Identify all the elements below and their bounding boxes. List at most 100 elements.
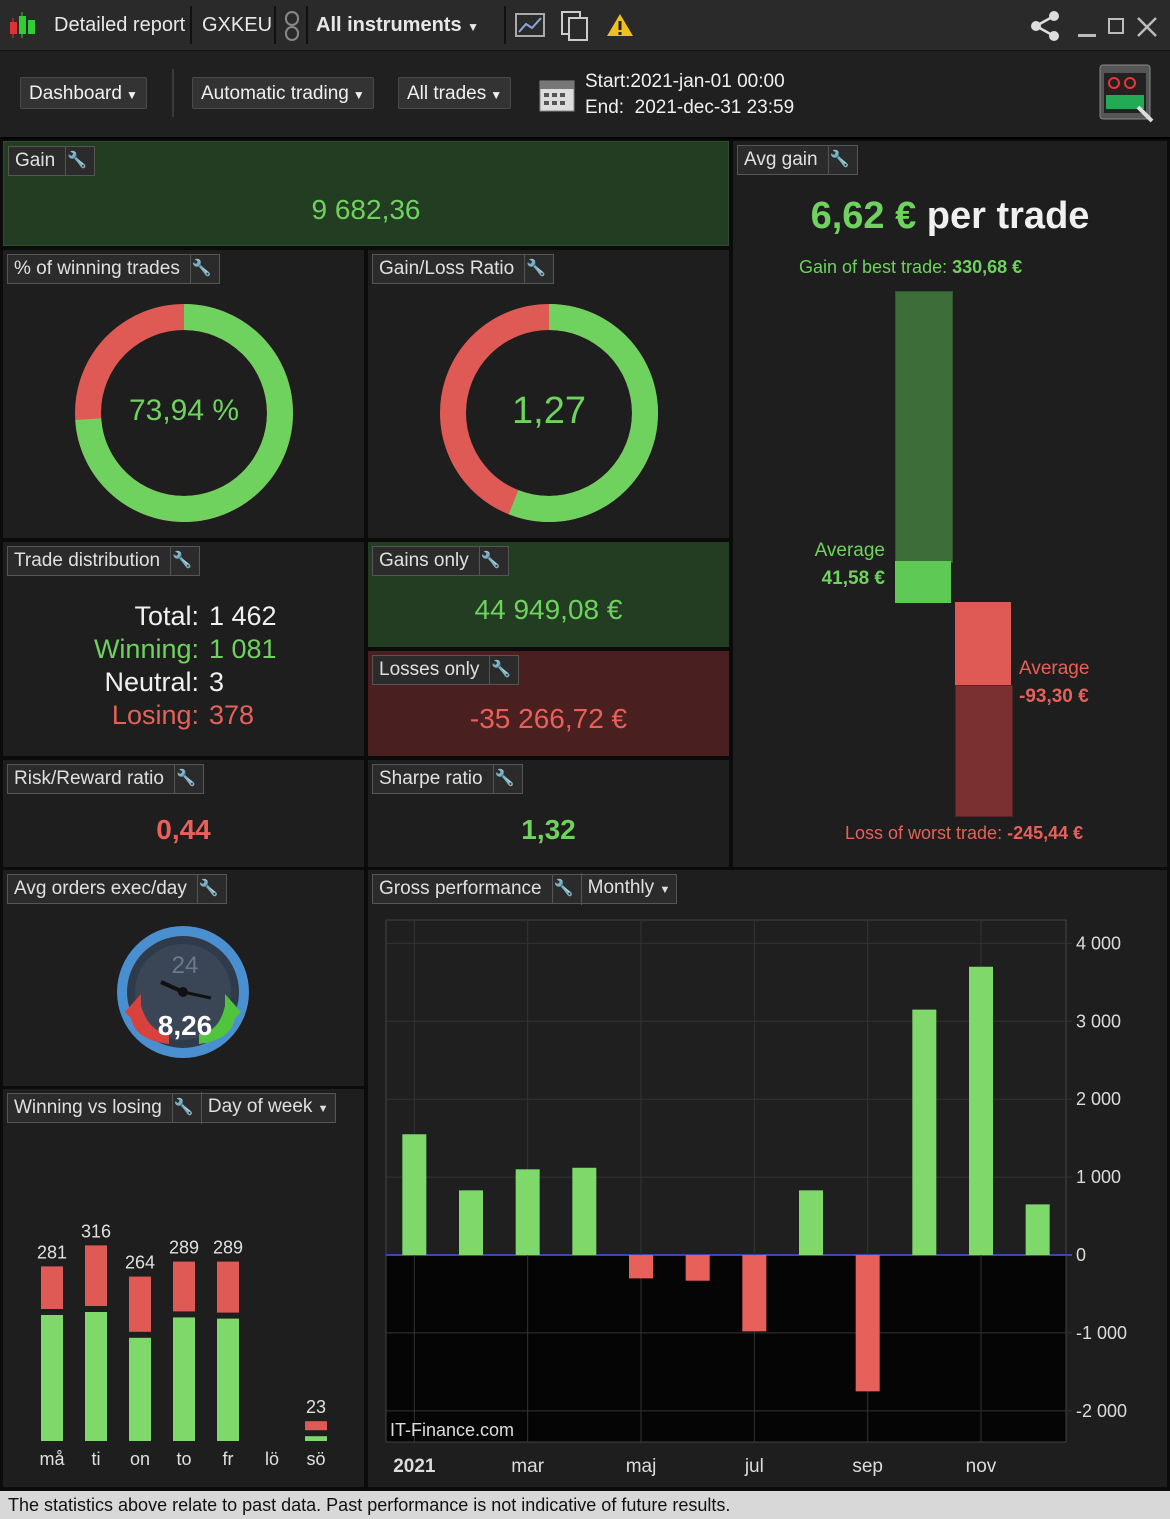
settings-report-icon[interactable]: [1098, 63, 1156, 125]
link-icon[interactable]: [284, 10, 300, 42]
instruments-dropdown[interactable]: All instruments ▼: [316, 14, 480, 36]
trades-filter-dropdown[interactable]: All trades ▼: [398, 77, 512, 109]
avg-gain-value: 6,62 € per trade: [810, 195, 1090, 237]
avg-gain-bar: [895, 561, 951, 603]
worst-trade-bar: [955, 685, 1013, 817]
win-bar-må: [41, 1315, 63, 1441]
day-label-lö: lö: [265, 1449, 279, 1469]
x-tick-label: maj: [626, 1456, 657, 1477]
win-bar-on: [129, 1337, 151, 1441]
gain-title: Gain 🔧: [8, 146, 96, 176]
lose-bar-to: [173, 1261, 195, 1312]
avg-gain-label: Average 41,58 €: [814, 540, 885, 589]
trading-mode-dropdown[interactable]: Automatic trading ▼: [192, 77, 374, 109]
separator: [190, 6, 192, 44]
wrench-icon[interactable]: 🔧: [196, 875, 220, 903]
wrench-icon[interactable]: 🔧: [524, 255, 547, 283]
sharpe-panel: Sharpe ratio 🔧 1,32: [368, 760, 729, 867]
gain-loss-panel: Gain/Loss Ratio 🔧 1,27: [368, 250, 729, 538]
y-tick-label: 1 000: [1076, 1167, 1121, 1187]
period-dropdown[interactable]: Monthly ▼: [580, 873, 677, 905]
gain-panel: Gain 🔧 9 682,36: [3, 141, 729, 246]
share-icon[interactable]: [1028, 10, 1064, 42]
wrench-icon[interactable]: 🔧: [189, 255, 213, 283]
start-date: Start:2021-jan-01 00:00: [585, 71, 785, 92]
wrench-icon[interactable]: 🔧: [173, 765, 197, 793]
wrench-icon[interactable]: 🔧: [170, 547, 193, 575]
warning-icon[interactable]: [606, 12, 634, 38]
bar-jul: [742, 1255, 767, 1332]
minimize-icon[interactable]: [1078, 34, 1096, 37]
maximize-icon[interactable]: [1108, 18, 1124, 34]
avg-loss-label: Average -93,30 €: [1019, 658, 1090, 707]
x-tick-label: jul: [744, 1456, 764, 1477]
bar-maj: [629, 1255, 653, 1279]
worst-trade: Loss of worst trade: -245,44 €: [845, 823, 1084, 843]
period-dropdown[interactable]: Day of week ▼: [200, 1092, 335, 1124]
x-tick-label: sep: [852, 1456, 883, 1477]
bar-apr: [572, 1167, 597, 1256]
total-label-ti: 316: [81, 1221, 111, 1241]
avg-orders-title: Avg orders exec/day 🔧: [7, 874, 227, 904]
winning-pct-donut: [75, 304, 293, 522]
win-bar-sö: [305, 1436, 327, 1441]
close-icon[interactable]: [1136, 16, 1158, 38]
gain-loss-value: 1,27: [512, 390, 586, 432]
total-label-sö: 23: [306, 1397, 326, 1417]
date-range[interactable]: Start:2021-jan-01 00:00 End: 2021-dec-31…: [585, 69, 794, 121]
plot-positive-area: [386, 920, 1066, 1256]
lose-bar-må: [41, 1266, 63, 1309]
winning-pct-panel: % of winning trades 🔧 73,94 %: [3, 250, 364, 538]
day-label-on: on: [130, 1449, 150, 1469]
x-tick-label: 2021: [393, 1456, 436, 1477]
separator: [504, 6, 506, 44]
win-bar-ti: [85, 1312, 107, 1441]
bar-sep: [855, 1255, 880, 1392]
title-bar: Detailed report GXKEU All instruments ▼: [0, 0, 1170, 51]
wrench-icon[interactable]: 🔧: [171, 1094, 195, 1122]
clock-gauge-icon: [117, 926, 249, 1058]
chart-export-icon[interactable]: [514, 12, 546, 38]
total-label-må: 281: [37, 1242, 67, 1262]
losses-only-panel: Losses only 🔧 -35 266,72 €: [368, 651, 729, 756]
wrench-icon[interactable]: 🔧: [478, 547, 502, 575]
total-label-to: 289: [169, 1238, 199, 1258]
sharpe-value: 1,32: [521, 814, 576, 845]
watermark: IT-Finance.com: [390, 1420, 515, 1440]
plot-frame: [385, 919, 1067, 1443]
wrench-icon[interactable]: 🔧: [65, 147, 88, 175]
trade-distribution-panel: Trade distribution 🔧 Total: 1 462 Winning:…: [3, 542, 364, 756]
separator: [306, 6, 308, 44]
donut-winning-arc: [75, 304, 293, 522]
day-label-to: to: [176, 1449, 191, 1469]
lose-bar-fr: [217, 1261, 239, 1313]
candlestick-icon: [10, 12, 35, 38]
wrench-icon[interactable]: 🔧: [827, 146, 851, 174]
day-label-sö: sö: [306, 1449, 325, 1469]
y-tick-label: 2 000: [1076, 1089, 1121, 1109]
account-label[interactable]: GXKEU: [202, 14, 273, 36]
trade-distribution-title: Trade distribution 🔧: [7, 546, 201, 576]
bar-jun: [685, 1255, 710, 1281]
winning-vs-losing-chart: 281 må 316 ti 264 on 289 to 289 fr lö 23 sö: [37, 1221, 327, 1469]
x-tick-label: mar: [511, 1456, 544, 1477]
view-dropdown[interactable]: Dashboard ▼: [20, 77, 147, 109]
best-trade-bar: [895, 291, 953, 563]
bar-okt: [912, 1009, 937, 1256]
wrench-icon[interactable]: 🔧: [489, 656, 512, 684]
avg-gain-title: Avg gain 🔧: [737, 145, 858, 175]
lose-bar-ti: [85, 1245, 107, 1306]
disclaimer-footer: The statistics above relate to past data…: [0, 1491, 1170, 1519]
wrench-icon[interactable]: 🔧: [551, 875, 575, 903]
gain-loss-donut: [440, 304, 658, 522]
plot-negative-area: [386, 1255, 1066, 1442]
calendar-icon[interactable]: [538, 75, 576, 113]
wrench-icon[interactable]: 🔧: [492, 765, 516, 793]
bar-nov: [969, 966, 993, 1256]
gains-only-title: Gains only 🔧: [372, 546, 509, 576]
win-bar-fr: [217, 1318, 239, 1441]
toolbar: Dashboard ▼ Automatic trading ▼ All trades…: [0, 51, 1170, 139]
best-trade: Gain of best trade: 330,68 €: [799, 257, 1023, 277]
copy-icon[interactable]: [560, 10, 590, 42]
winning-pct-title: % of winning trades 🔧: [7, 254, 220, 284]
